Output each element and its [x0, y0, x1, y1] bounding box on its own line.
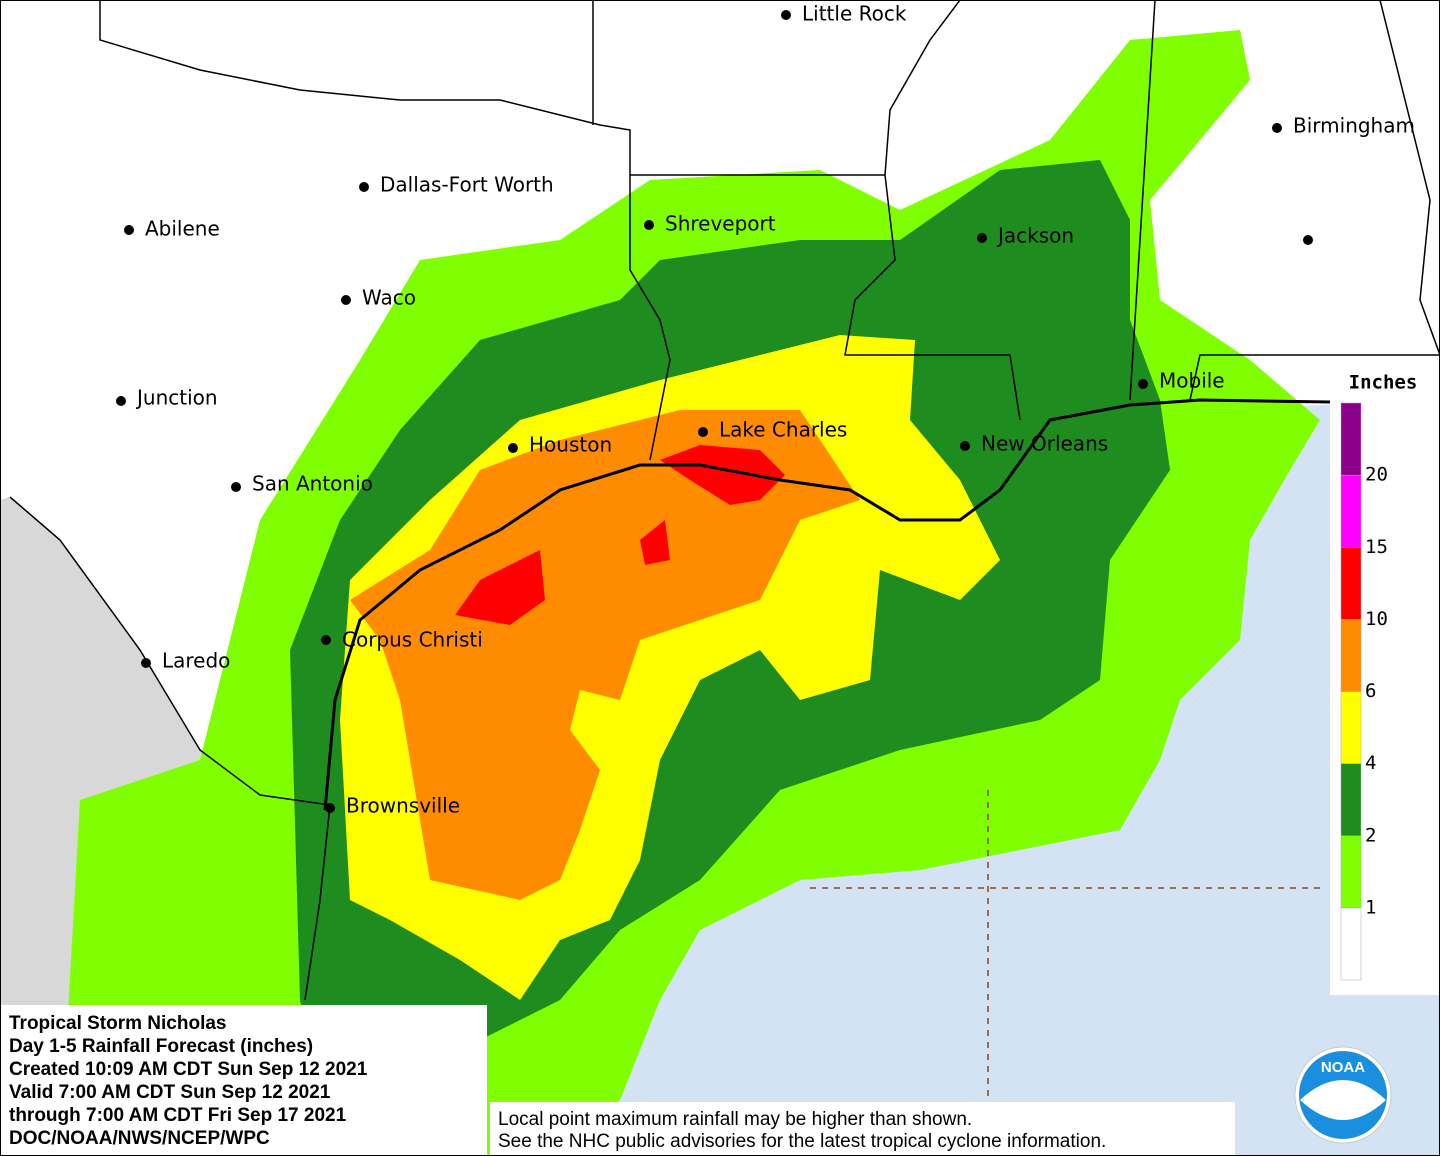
city-label: Shreveport	[665, 212, 776, 236]
city-label: Jackson	[996, 224, 1074, 248]
note-line: Local point maximum rainfall may be high…	[498, 1109, 972, 1130]
coastline	[323, 398, 1331, 811]
city: Jackson	[977, 224, 1074, 248]
city-label: Waco	[362, 286, 416, 310]
legend-swatch	[1340, 547, 1362, 620]
city: Laredo	[141, 649, 230, 673]
city: Waco	[341, 286, 416, 310]
title-line: DOC/NOAA/NWS/NCEP/WPC	[9, 1128, 270, 1149]
city-label: Lake Charles	[719, 418, 847, 442]
city-label: Dallas-Fort Worth	[380, 173, 554, 197]
legend-swatch	[1340, 763, 1362, 836]
title-line: Day 1-5 Rainfall Forecast (inches)	[9, 1036, 313, 1057]
legend-swatch	[1340, 907, 1362, 981]
city-label: Laredo	[162, 649, 230, 673]
note: Local point maximum rainfall may be high…	[498, 1109, 1106, 1152]
rain-6-10	[350, 410, 860, 900]
logo-text: NOAA	[1321, 1059, 1365, 1076]
city-label: Abilene	[145, 217, 220, 241]
legend-label: 4	[1365, 752, 1376, 774]
legend-swatch	[1340, 619, 1362, 692]
title-line: Valid 7:00 AM CDT Sun Sep 12 2021	[9, 1082, 331, 1103]
city: Little Rock	[781, 2, 907, 26]
city-dot	[1303, 235, 1313, 245]
city-label: Mobile	[1159, 369, 1225, 393]
city: Houston	[508, 433, 612, 457]
city-label: New Orleans	[981, 432, 1108, 456]
city: Lake Charles	[698, 418, 847, 442]
gulf-boundary	[810, 790, 1320, 1100]
city: New Orleans	[960, 432, 1108, 456]
legend-title: Inches	[1349, 372, 1418, 394]
city: Corpus Christi	[321, 628, 483, 652]
city-label: Junction	[135, 386, 218, 410]
title-line: Tropical Storm Nicholas	[9, 1013, 227, 1034]
city-label: Birmingham	[1293, 114, 1415, 138]
city: Brownsville	[325, 794, 460, 818]
city: San Antonio	[231, 472, 373, 496]
title-line: through 7:00 AM CDT Fri Sep 17 2021	[9, 1105, 347, 1126]
city: Mobile	[1138, 369, 1225, 393]
legend-swatch	[1340, 835, 1362, 909]
legend-label: 10	[1365, 608, 1388, 630]
legend-swatch	[1340, 402, 1362, 476]
note-line: See the NHC public advisories for the la…	[498, 1131, 1106, 1152]
legend-label: 2	[1365, 824, 1376, 846]
city-label: Little Rock	[802, 2, 907, 26]
city-label: Houston	[529, 433, 612, 457]
city: Junction	[116, 386, 218, 410]
city-label: Brownsville	[346, 794, 460, 818]
city: Birmingham	[1272, 114, 1415, 138]
city-label: Corpus Christi	[342, 628, 483, 652]
title-line: Created 10:09 AM CDT Sun Sep 12 2021	[9, 1059, 368, 1080]
cities: Little Rock Birmingham Dallas-Fort Worth…	[116, 2, 1415, 818]
state-borders	[9, 0, 1440, 1001]
legend-label: 20	[1365, 464, 1388, 486]
rain-10-15	[455, 445, 785, 625]
legend-label: 1	[1365, 896, 1376, 918]
city: Shreveport	[644, 212, 776, 236]
legend-swatch	[1340, 474, 1362, 548]
logo-wave	[1300, 1080, 1386, 1120]
legend-swatch	[1340, 691, 1362, 764]
legend-label: 6	[1365, 680, 1376, 702]
legend-label: 15	[1365, 536, 1388, 558]
city: Dallas-Fort Worth	[359, 173, 554, 197]
city: Abilene	[124, 217, 220, 241]
legend: 1 2 4 6 10 15 20	[1340, 402, 1388, 981]
note-panel	[490, 1102, 1235, 1156]
city-label: San Antonio	[252, 472, 373, 496]
title-panel	[0, 1005, 487, 1156]
